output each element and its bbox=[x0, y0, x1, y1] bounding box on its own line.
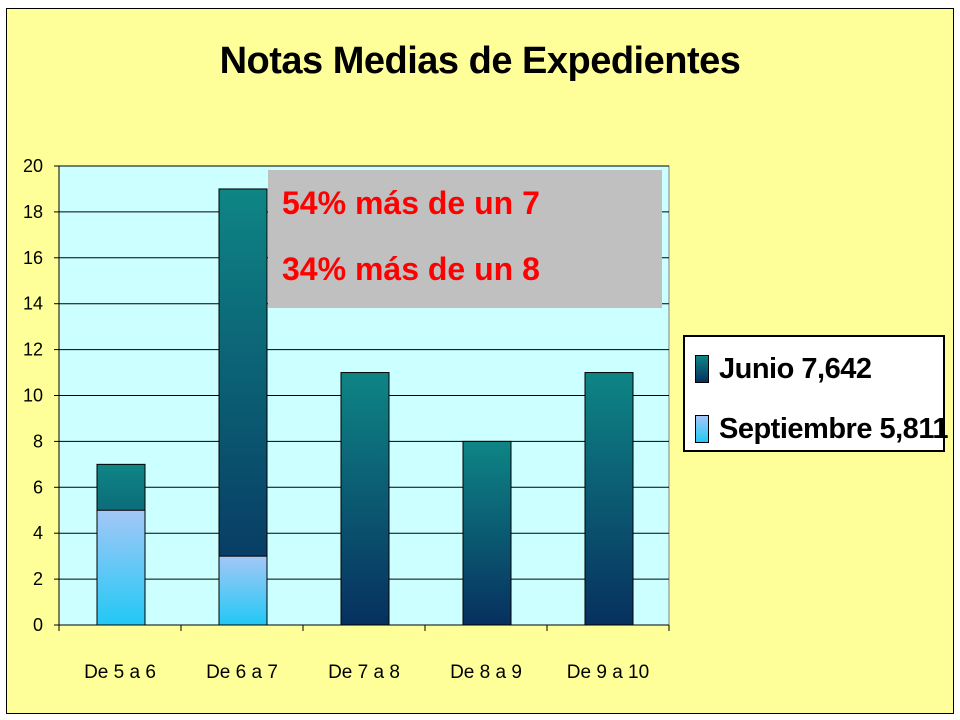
y-tick-label: 0 bbox=[33, 615, 43, 635]
bar-septiembre bbox=[96, 509, 146, 626]
x-tick-label: De 5 a 6 bbox=[84, 662, 156, 683]
legend-label-junio: Junio 7,642 bbox=[719, 352, 872, 385]
legend-swatch-septiembre bbox=[695, 415, 709, 443]
y-tick-label: 18 bbox=[23, 202, 43, 222]
bar-junio bbox=[584, 372, 634, 626]
bar-septiembre bbox=[218, 555, 268, 626]
y-tick-label: 20 bbox=[23, 156, 43, 176]
bar-junio bbox=[340, 372, 390, 626]
annotation-line-1: 54% más de un 7 bbox=[282, 185, 540, 221]
legend-swatch-junio bbox=[695, 355, 709, 383]
y-tick-label: 8 bbox=[33, 431, 43, 451]
y-tick-label: 16 bbox=[23, 248, 43, 268]
legend-item-septiembre: Septiembre 5,811 bbox=[695, 411, 948, 447]
x-tick-label: De 8 a 9 bbox=[450, 662, 522, 683]
y-tick-label: 10 bbox=[23, 386, 43, 406]
y-tick-label: 2 bbox=[33, 569, 43, 589]
bar-junio bbox=[218, 188, 268, 626]
y-tick-label: 14 bbox=[23, 294, 43, 314]
x-tick-label: De 9 a 10 bbox=[567, 662, 649, 683]
bar-junio bbox=[462, 440, 512, 626]
y-tick-label: 6 bbox=[33, 477, 43, 497]
x-tick-label: De 6 a 7 bbox=[206, 662, 278, 683]
annotation-box: 54% más de un 7 34% más de un 8 bbox=[268, 170, 662, 308]
legend-item-junio: Junio 7,642 bbox=[695, 351, 872, 387]
chart-title: Notas Medias de Expedientes bbox=[219, 40, 741, 82]
x-tick-label: De 7 a 8 bbox=[328, 662, 400, 683]
legend-label-septiembre: Septiembre 5,811 bbox=[719, 412, 948, 445]
y-tick-label: 4 bbox=[33, 523, 43, 543]
legend: Junio 7,642 Septiembre 5,811 bbox=[683, 335, 948, 452]
y-tick-label: 12 bbox=[23, 340, 43, 360]
annotation-line-2: 34% más de un 8 bbox=[282, 251, 540, 287]
